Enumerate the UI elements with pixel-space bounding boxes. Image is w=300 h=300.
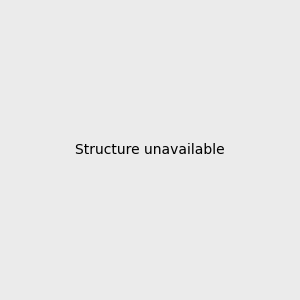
Text: Structure unavailable: Structure unavailable [75, 143, 225, 157]
